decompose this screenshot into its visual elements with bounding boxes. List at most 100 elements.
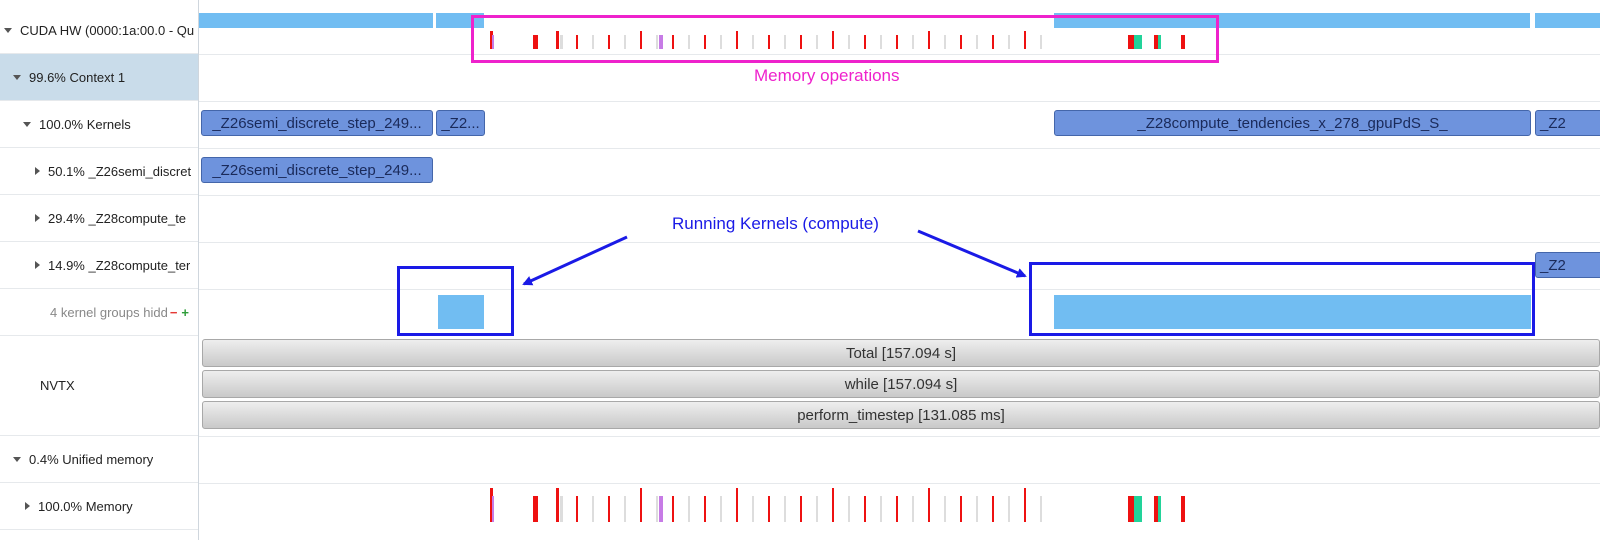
collapse-icon[interactable]: [13, 456, 21, 462]
nvtx-range-total[interactable]: Total [157.094 s]: [202, 339, 1600, 367]
memcpy-tick[interactable]: [1024, 488, 1026, 522]
memcpy-tick[interactable]: [848, 35, 850, 49]
memcpy-tick[interactable]: [672, 496, 674, 522]
memcpy-tick[interactable]: [1008, 496, 1010, 522]
memcpy-tick[interactable]: [848, 496, 850, 522]
memcpy-tick[interactable]: [1154, 496, 1158, 522]
collapse-icon[interactable]: [4, 27, 12, 33]
memcpy-tick[interactable]: [976, 35, 978, 49]
memcpy-tick[interactable]: [1158, 35, 1161, 49]
memcpy-tick[interactable]: [1158, 496, 1161, 522]
memcpy-tick[interactable]: [704, 35, 706, 49]
memcpy-tick[interactable]: [992, 496, 994, 522]
memcpy-tick[interactable]: [1128, 496, 1134, 522]
memcpy-tick[interactable]: [1040, 496, 1042, 522]
tree-row-kernel-semi-discrete[interactable]: 50.1% _Z26semi_discret: [0, 148, 198, 195]
tree-row-nvtx[interactable]: NVTX: [0, 336, 198, 436]
memcpy-tick[interactable]: [896, 496, 898, 522]
memcpy-tick[interactable]: [752, 35, 754, 49]
tree-row-unified-memory[interactable]: 0.4% Unified memory: [0, 436, 198, 483]
hidden-kernel-activity[interactable]: [1054, 295, 1531, 329]
gpu-activity-bar[interactable]: [1535, 13, 1600, 28]
memcpy-tick[interactable]: [490, 31, 493, 49]
memcpy-tick[interactable]: [736, 31, 738, 49]
memcpy-tick[interactable]: [816, 35, 818, 49]
memcpy-tick[interactable]: [928, 488, 930, 522]
expand-icon[interactable]: [35, 167, 40, 175]
kernel-semi-discrete-step[interactable]: _Z26semi_discrete_step_249...: [201, 110, 433, 136]
tree-row-kernel-compute-tendencies-2[interactable]: 14.9% _Z28compute_ter: [0, 242, 198, 289]
hidden-kernel-activity[interactable]: [438, 295, 484, 329]
kernel-edge-row[interactable]: _Z2: [1535, 252, 1600, 278]
memcpy-tick[interactable]: [1181, 35, 1185, 49]
memcpy-tick[interactable]: [720, 496, 722, 522]
expand-icon[interactable]: [35, 261, 40, 269]
memcpy-tick[interactable]: [656, 496, 658, 522]
memcpy-tick[interactable]: [533, 496, 538, 522]
memcpy-tick[interactable]: [576, 35, 578, 49]
memcpy-tick[interactable]: [560, 35, 563, 49]
memcpy-tick[interactable]: [560, 496, 563, 522]
memcpy-tick[interactable]: [880, 35, 882, 49]
kernel-semi-discrete-short[interactable]: _Z2...: [436, 110, 485, 136]
memcpy-tick[interactable]: [640, 488, 642, 522]
memcpy-tick[interactable]: [784, 496, 786, 522]
memcpy-tick[interactable]: [896, 35, 898, 49]
memcpy-tick[interactable]: [624, 496, 626, 522]
nvtx-range-perform-timestep[interactable]: perform_timestep [131.085 ms]: [202, 401, 1600, 429]
memcpy-tick[interactable]: [944, 35, 946, 49]
memcpy-tick[interactable]: [1154, 35, 1158, 49]
memcpy-tick[interactable]: [912, 496, 914, 522]
memcpy-tick[interactable]: [659, 35, 663, 49]
tree-row-memory[interactable]: 100.0% Memory: [0, 483, 198, 530]
memcpy-tick[interactable]: [736, 488, 738, 522]
collapse-icon[interactable]: [23, 121, 31, 127]
memcpy-tick[interactable]: [608, 35, 610, 49]
memcpy-tick[interactable]: [688, 35, 690, 49]
memcpy-tick[interactable]: [624, 35, 626, 49]
expand-icon[interactable]: [25, 502, 30, 510]
memcpy-tick[interactable]: [960, 496, 962, 522]
memcpy-tick[interactable]: [816, 496, 818, 522]
tree-row-kernels[interactable]: 100.0% Kernels: [0, 101, 198, 148]
memcpy-tick[interactable]: [800, 496, 802, 522]
collapse-icon[interactable]: [13, 74, 21, 80]
memcpy-tick[interactable]: [1181, 496, 1185, 522]
collapse-hidden-button[interactable]: −: [169, 304, 178, 320]
memcpy-tick[interactable]: [688, 496, 690, 522]
memcpy-tick[interactable]: [1040, 35, 1042, 49]
memcpy-tick[interactable]: [768, 35, 770, 49]
memcpy-tick[interactable]: [1128, 35, 1134, 49]
tree-row-context[interactable]: 99.6% Context 1: [0, 54, 198, 101]
memcpy-tick[interactable]: [656, 35, 658, 49]
memcpy-tick[interactable]: [1134, 496, 1142, 522]
memcpy-tick[interactable]: [556, 31, 559, 49]
kernel-edge[interactable]: _Z2: [1535, 110, 1600, 136]
memcpy-tick[interactable]: [659, 496, 663, 522]
memcpy-tick[interactable]: [720, 35, 722, 49]
memcpy-tick[interactable]: [880, 496, 882, 522]
memcpy-tick[interactable]: [492, 35, 494, 49]
memcpy-tick[interactable]: [492, 496, 494, 522]
tree-row-cuda-hw[interactable]: CUDA HW (0000:1a:00.0 - Qu: [0, 7, 198, 54]
memcpy-tick[interactable]: [704, 496, 706, 522]
kernel-semi-discrete-step-row[interactable]: _Z26semi_discrete_step_249...: [201, 157, 433, 183]
memcpy-tick[interactable]: [576, 496, 578, 522]
memcpy-tick[interactable]: [912, 35, 914, 49]
timeline-view[interactable]: _Z26semi_discrete_step_249... _Z2... _Z2…: [199, 0, 1600, 540]
memcpy-tick[interactable]: [592, 35, 594, 49]
memcpy-tick[interactable]: [976, 496, 978, 522]
kernel-compute-tendencies[interactable]: _Z28compute_tendencies_x_278_gpuPdS_S_: [1054, 110, 1531, 136]
memcpy-tick[interactable]: [752, 496, 754, 522]
tree-row-kernel-compute-tendencies-1[interactable]: 29.4% _Z28compute_te: [0, 195, 198, 242]
memcpy-tick[interactable]: [556, 488, 559, 522]
memcpy-tick[interactable]: [490, 488, 493, 522]
gpu-activity-bar[interactable]: [199, 13, 433, 28]
memcpy-tick[interactable]: [960, 35, 962, 49]
memcpy-tick[interactable]: [864, 35, 866, 49]
memcpy-tick[interactable]: [928, 31, 930, 49]
memcpy-tick[interactable]: [864, 496, 866, 522]
memcpy-tick[interactable]: [832, 31, 834, 49]
memcpy-tick[interactable]: [832, 488, 834, 522]
expand-hidden-button[interactable]: +: [181, 304, 189, 320]
